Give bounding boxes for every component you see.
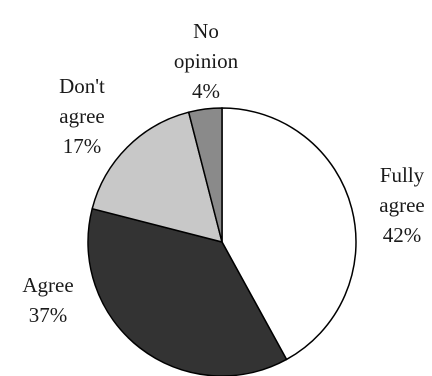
slice-label-line: Fully: [380, 163, 425, 187]
slice-percent: 4%: [192, 79, 220, 103]
slice-label-0: Fully agree 42%: [379, 163, 424, 247]
slice-percent: 17%: [63, 134, 102, 158]
slice-label-1: Agree 37%: [22, 273, 73, 327]
slice-label-line: opinion: [174, 49, 239, 73]
pie-slice-0: [221, 107, 357, 361]
pie-slice-2: [91, 111, 224, 244]
slice-label-line: No: [193, 19, 219, 43]
slice-label-2: Don't agree 17%: [59, 74, 105, 158]
slice-label-line: agree: [59, 104, 104, 128]
pie-slice-1: [87, 207, 288, 376]
slice-percent: 42%: [383, 223, 422, 247]
slice-label-line: Agree: [22, 273, 73, 297]
pie-slice-3: [187, 107, 223, 243]
pie-slices: [87, 107, 357, 376]
pie-labels: Fully agree 42% Agree 37% Don't agree 17% No opin…: [22, 19, 424, 327]
slice-label-line: Don't: [59, 74, 105, 98]
slice-label-3: No opinion 4%: [174, 19, 239, 103]
slice-percent: 37%: [29, 303, 68, 327]
slice-label-line: agree: [379, 193, 424, 217]
